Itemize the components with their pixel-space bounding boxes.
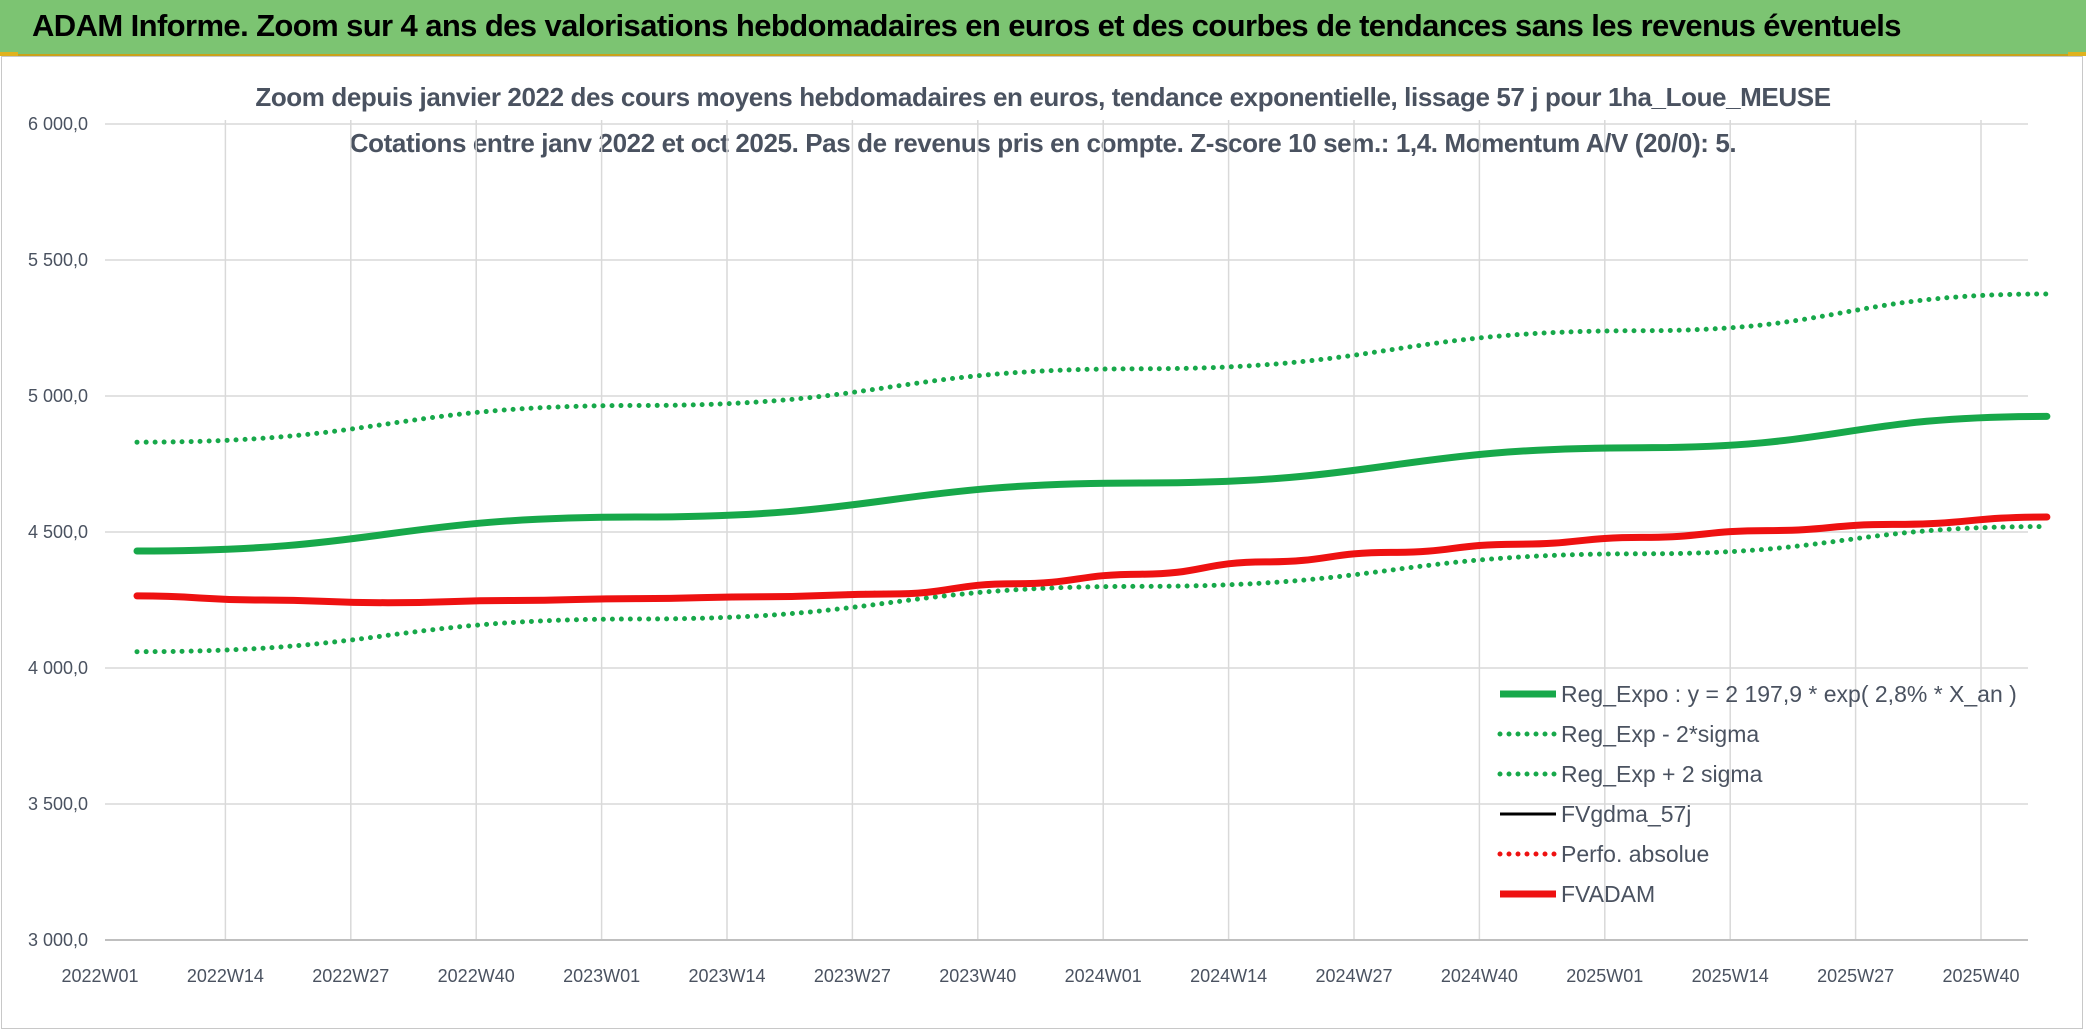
legend-label: Reg_Exp + 2 sigma bbox=[1561, 761, 1763, 787]
x-tick-label: 2025W40 bbox=[1942, 966, 2019, 986]
x-tick-label: 2022W01 bbox=[61, 966, 138, 986]
chart-title-line-2: Cotations entre janv 2022 et oct 2025. P… bbox=[349, 128, 1737, 158]
x-tick-label: 2022W27 bbox=[312, 966, 389, 986]
x-tick-label: 2023W27 bbox=[814, 966, 891, 986]
report-banner: ADAM Informe. Zoom sur 4 ans des valoris… bbox=[0, 0, 2086, 56]
banner-corner-right bbox=[2068, 52, 2086, 56]
x-tick-label: 2022W40 bbox=[438, 966, 515, 986]
chart-frame bbox=[1, 56, 2083, 1029]
series-line-5 bbox=[133, 513, 2051, 607]
y-tick-label: 5 500,0 bbox=[28, 250, 88, 270]
legend-label: Reg_Exp - 2*sigma bbox=[1561, 721, 1759, 747]
legend-label: Perfo. absolue bbox=[1561, 841, 1709, 867]
report-title: ADAM Informe. Zoom sur 4 ans des valoris… bbox=[32, 8, 1902, 43]
x-tick-label: 2023W14 bbox=[688, 966, 765, 986]
y-tick-label: 6 000,0 bbox=[28, 114, 88, 134]
x-tick-label: 2025W01 bbox=[1566, 966, 1643, 986]
x-tick-label: 2024W01 bbox=[1065, 966, 1142, 986]
series-line-2 bbox=[134, 291, 2050, 445]
x-tick-label: 2024W27 bbox=[1315, 966, 1392, 986]
x-tick-label: 2023W40 bbox=[939, 966, 1016, 986]
y-tick-label: 4 500,0 bbox=[28, 522, 88, 542]
x-tick-label: 2025W27 bbox=[1817, 966, 1894, 986]
legend-label: FVADAM bbox=[1561, 881, 1655, 907]
x-tick-label: 2024W14 bbox=[1190, 966, 1267, 986]
y-tick-label: 4 000,0 bbox=[28, 658, 88, 678]
y-tick-label: 3 000,0 bbox=[28, 930, 88, 950]
y-tick-label: 5 000,0 bbox=[28, 386, 88, 406]
x-tick-label: 2023W01 bbox=[563, 966, 640, 986]
series-line-1 bbox=[134, 524, 2050, 655]
x-tick-label: 2022W14 bbox=[187, 966, 264, 986]
y-tick-label: 3 500,0 bbox=[28, 794, 88, 814]
legend-label: FVgdma_57j bbox=[1561, 801, 1691, 827]
x-tick-label: 2025W14 bbox=[1692, 966, 1769, 986]
chart-title-line-1: Zoom depuis janvier 2022 des cours moyen… bbox=[255, 82, 1831, 112]
legend-label: Reg_Expo : y = 2 197,9 * exp( 2,8% * X_a… bbox=[1561, 681, 2017, 707]
banner-corner-left bbox=[0, 52, 18, 56]
x-tick-label: 2024W40 bbox=[1441, 966, 1518, 986]
series-line-0 bbox=[133, 412, 2051, 555]
